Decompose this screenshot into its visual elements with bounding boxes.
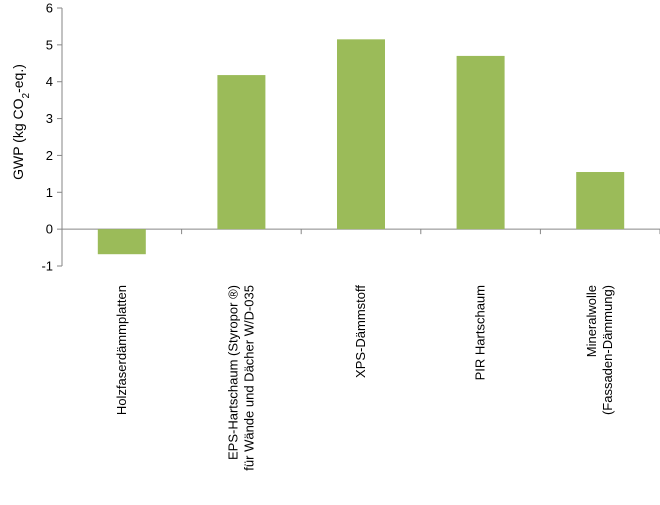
bar xyxy=(217,75,266,230)
x-category-label: PIR Hartschaum xyxy=(473,285,488,380)
x-category-label: Mineralwolle xyxy=(584,285,599,357)
x-category-label: EPS-Hartschaum (Styropor ®) xyxy=(225,285,240,460)
y-tick-label: 2 xyxy=(46,148,53,163)
bar xyxy=(576,172,625,230)
y-tick-label: 3 xyxy=(46,111,53,126)
y-tick-label: -1 xyxy=(41,259,53,274)
plot-area: -1 0 1 2 3 4 5 6 Holzfaserdämmplatten EPS-Hartsch… xyxy=(41,1,660,471)
y-axis-label-main: GWP (kg CO xyxy=(10,98,26,180)
bar xyxy=(456,55,505,230)
y-tick-label: 6 xyxy=(46,1,53,16)
bar xyxy=(97,229,146,255)
y-tick-label: 5 xyxy=(46,37,53,52)
y-tick-label: 0 xyxy=(46,222,53,237)
x-category-label: Holzfaserdämmplatten xyxy=(114,285,129,415)
x-category-label: für Wände und Dächer W/D-035 xyxy=(241,285,256,471)
x-category-label: (Fassaden-Dämmung) xyxy=(600,285,615,415)
bar xyxy=(337,39,385,230)
y-tick-label: 4 xyxy=(46,74,53,89)
y-axis-label-sub: 2 xyxy=(21,92,32,98)
y-axis-label-tail: -eq.) xyxy=(10,64,26,93)
y-axis-label: GWP (kg CO2-eq.) xyxy=(10,64,32,180)
x-category-label: XPS-Dämmstoff xyxy=(353,285,368,378)
y-tick-label: 1 xyxy=(46,185,53,200)
